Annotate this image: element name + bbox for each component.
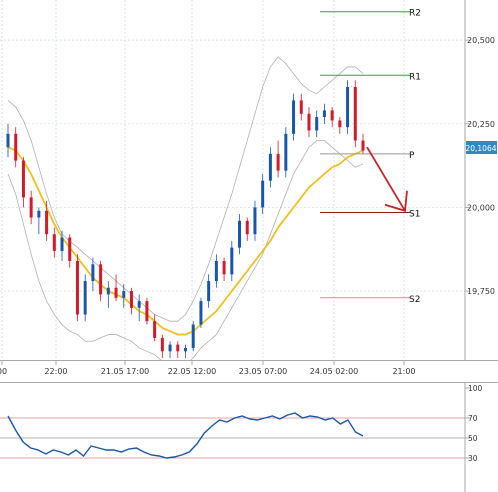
bollinger-upper-band (7, 56, 364, 322)
candle (21, 157, 25, 208)
price-chart: R2 R1 P S1 S2 20,500 20,250 20,000 19,750 20,10… (0, 0, 497, 360)
candle (191, 321, 195, 352)
candle (214, 254, 218, 288)
bollinger-lower-band (7, 140, 364, 360)
oscillator-line (7, 412, 364, 459)
candle (6, 123, 10, 158)
osc-tick-label: 70 (468, 414, 478, 423)
candle (338, 117, 342, 134)
x-tick-label: 21:00 (392, 367, 415, 376)
candle (315, 110, 319, 138)
pivot-label: S1 (409, 209, 420, 219)
osc-tick-label: 50 (468, 434, 478, 443)
candle (184, 344, 187, 358)
candle (37, 207, 41, 235)
candle (14, 127, 18, 168)
candle (230, 240, 234, 282)
candle (83, 274, 87, 322)
candle (145, 297, 149, 325)
candle (114, 274, 118, 302)
y-tick-label: 20,250 (467, 120, 495, 129)
y-tick-label: 19,750 (467, 287, 495, 296)
y-tick-label: 20,000 (467, 203, 495, 212)
candle (160, 334, 164, 358)
y-tick-label: 20,500 (467, 36, 495, 45)
candle (52, 227, 56, 258)
x-tick-label: 00 (0, 367, 7, 376)
candle (176, 341, 180, 358)
pivot-label: R1 (409, 72, 421, 82)
candle (322, 103, 326, 124)
forecast-arrow (366, 146, 408, 212)
candle (60, 230, 64, 261)
candle (106, 281, 110, 308)
moving-average-line (7, 146, 364, 336)
candle (268, 147, 272, 188)
candle (153, 314, 157, 342)
pivot-label: R2 (409, 9, 421, 19)
candle (330, 107, 334, 128)
candle (222, 257, 226, 282)
candle (292, 93, 296, 141)
candle (253, 200, 257, 241)
candle (245, 217, 249, 241)
current-price-tag: 20,1064 (465, 141, 497, 154)
candle (361, 133, 365, 154)
candle (75, 254, 79, 322)
x-tick-label: 22:00 (44, 367, 67, 376)
x-tick-label: 23.05 07:00 (239, 367, 288, 376)
osc-tick-label: 100 (468, 384, 483, 393)
pivot-label: P (409, 151, 415, 161)
candle (168, 341, 172, 358)
candle (29, 190, 33, 225)
candle (299, 93, 303, 121)
current-price-label: 20,1064 (465, 144, 496, 153)
candle (199, 297, 203, 328)
candle (307, 107, 311, 138)
candle (45, 200, 49, 241)
candle (346, 80, 350, 134)
candle (91, 257, 95, 292)
time-axis: 00 22:00 21.05 17:00 22.05 12:00 23.05 07:00… (0, 360, 498, 376)
candle (276, 140, 280, 178)
oscillator-chart: 100 70 50 30 (0, 382, 498, 492)
candle (129, 287, 133, 315)
candle (137, 294, 141, 322)
x-tick-label: 22.05 12:00 (168, 367, 217, 376)
candle (284, 127, 288, 178)
candle (207, 274, 211, 308)
candle (353, 80, 357, 148)
candle (99, 260, 103, 302)
x-tick-label: 24.05 02:00 (310, 367, 359, 376)
candle (122, 284, 126, 308)
candle (261, 173, 265, 215)
x-tick-label: 21.05 17:00 (101, 367, 150, 376)
candle (238, 214, 242, 255)
osc-tick-label: 30 (468, 454, 478, 463)
pivot-label: S2 (409, 295, 420, 305)
candle (68, 234, 72, 268)
